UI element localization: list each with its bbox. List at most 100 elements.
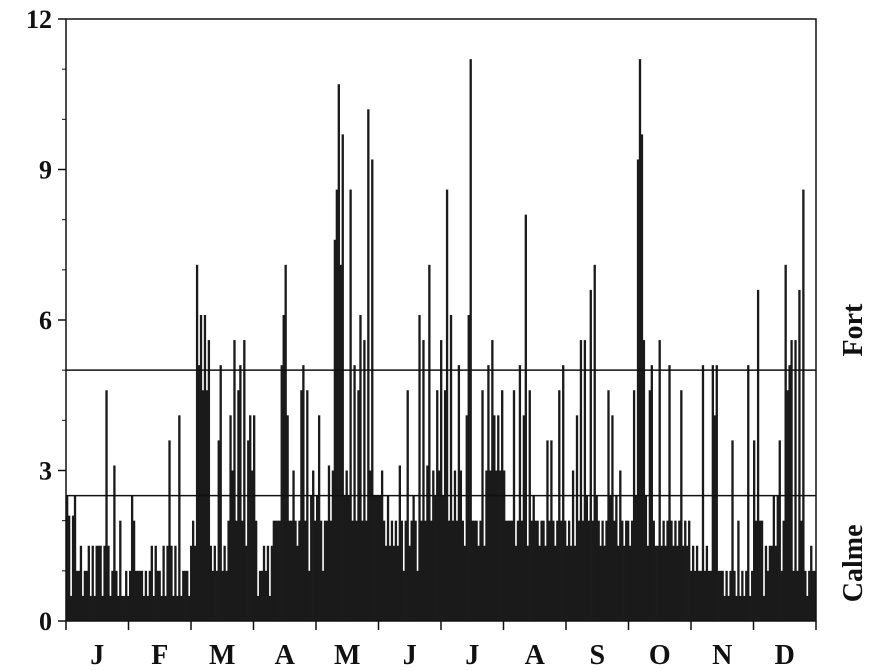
bar [798,289,801,621]
bar [802,189,805,621]
bar [190,545,193,621]
bar [304,520,307,621]
bar [697,570,701,621]
bar [158,570,161,621]
bar [625,520,628,621]
bar [512,390,516,621]
bar [172,595,175,621]
bar [497,415,500,621]
bar [542,520,545,621]
bar [428,264,431,621]
bar [550,440,553,621]
bar [646,545,650,621]
bar [343,495,346,621]
bar [709,570,713,621]
bar [756,289,760,621]
bar [337,84,340,622]
bar [247,440,250,621]
bar [599,545,602,621]
bar [377,495,380,621]
bar [772,495,776,621]
bar [768,545,772,621]
bar [477,545,480,621]
bar [481,390,484,621]
bar [471,520,474,621]
bar [676,545,679,621]
bar [719,570,722,621]
bar [132,520,136,621]
bar [524,214,527,621]
bar [438,470,441,621]
month-label: M [209,640,235,671]
bar [754,520,758,621]
bar [717,570,720,621]
bar [371,159,374,621]
bar [556,520,559,621]
bar [203,314,207,621]
bar [87,545,90,621]
bar [205,390,209,621]
bar [146,595,150,621]
bar [632,390,636,621]
bar [410,520,413,621]
bar [621,520,624,621]
bar [375,495,378,621]
bar [575,415,579,621]
bar [239,365,242,621]
bar [182,570,185,621]
bar [436,390,439,621]
bar [780,570,783,621]
bar [233,340,236,621]
bar [652,520,655,621]
bar [432,470,435,621]
bar [569,545,573,621]
bar [810,545,813,621]
bar [660,545,663,621]
bar [140,570,144,621]
bar [495,470,498,621]
bar [113,465,116,621]
bar [786,390,789,621]
bar [254,520,258,621]
bar [508,520,512,621]
bar [778,440,781,621]
bar [188,595,191,621]
bar [195,264,199,621]
bar [355,520,358,621]
bar [766,570,770,621]
bar [611,415,614,621]
bar [642,340,646,621]
bar [499,470,502,621]
bar [540,520,543,621]
bar [510,520,514,621]
bar [451,520,455,621]
bar [398,465,401,621]
bar [211,570,214,621]
bar [162,545,165,621]
bar [81,595,85,621]
bar [298,520,301,621]
bar [520,520,524,621]
bar [160,595,163,621]
bar [241,520,244,621]
bar [274,520,277,621]
bar [127,595,130,621]
bar [567,520,571,621]
month-label: N [712,640,732,671]
bar [103,545,106,621]
bar [268,595,272,621]
month-label: O [649,640,671,671]
bar [743,595,746,621]
bar [735,595,738,621]
bar [422,340,425,621]
bar [123,595,126,621]
bar [300,390,303,621]
bar [762,595,766,621]
bar [526,545,529,621]
bar [400,520,403,621]
bar [560,520,563,621]
bar [800,520,803,621]
bar [501,390,504,621]
bar [95,545,98,621]
